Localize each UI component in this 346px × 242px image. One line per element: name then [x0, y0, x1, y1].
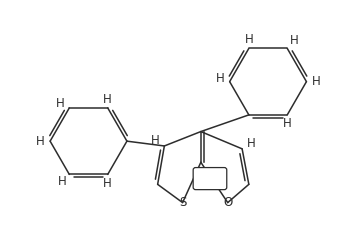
Text: S: S — [179, 196, 186, 209]
Text: H: H — [283, 117, 292, 130]
Text: H: H — [216, 72, 225, 85]
Text: H: H — [247, 136, 256, 150]
Text: H: H — [103, 93, 112, 106]
Text: H: H — [36, 135, 45, 148]
Text: H: H — [245, 33, 253, 46]
Text: H: H — [58, 175, 67, 188]
Text: O: O — [223, 196, 233, 209]
Text: Abs: Abs — [200, 174, 220, 184]
FancyBboxPatch shape — [193, 167, 227, 190]
Text: H: H — [290, 34, 298, 47]
Text: H: H — [312, 75, 320, 88]
Text: H: H — [103, 177, 112, 189]
Text: H: H — [56, 97, 65, 110]
Text: H: H — [151, 134, 159, 147]
